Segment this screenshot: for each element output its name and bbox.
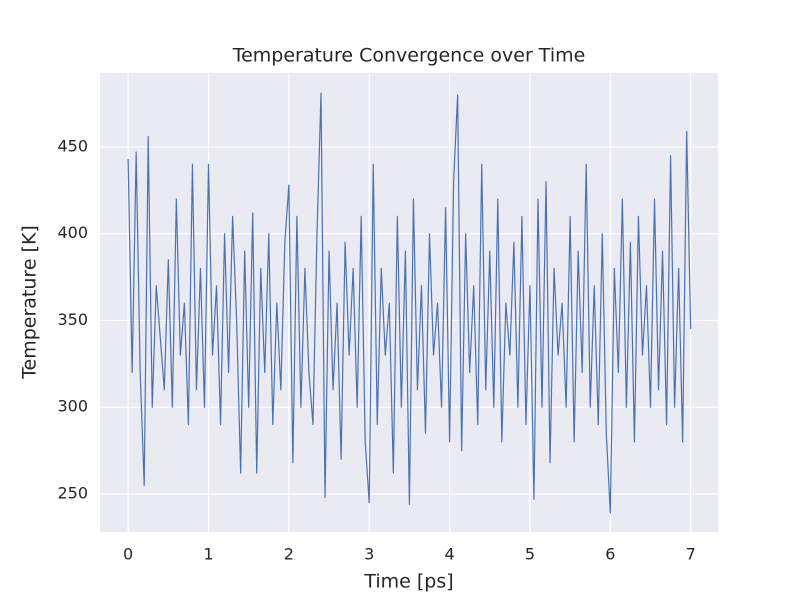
y-tick-label: 250 [57,483,88,502]
line [127,92,692,514]
y-tick-label: 300 [57,397,88,416]
x-tick-label: 1 [203,545,213,564]
x-tick-label: 6 [605,545,615,564]
x-axis-label: Time [ps] [363,571,453,593]
x-tick-label: 2 [284,545,294,564]
x-tick-label: 0 [123,545,133,564]
x-tick-label: 3 [364,545,374,564]
y-tick-label: 350 [57,310,88,329]
x-tick-label: 5 [525,545,535,564]
x-tick-label: 4 [444,545,454,564]
y-tick-label: 400 [57,223,88,242]
y-axis-label: Temperature [K] [19,225,41,380]
chart-title: Temperature Convergence over Time [232,45,586,67]
y-tick-label: 450 [57,136,88,155]
x-tick-label: 7 [686,545,696,564]
